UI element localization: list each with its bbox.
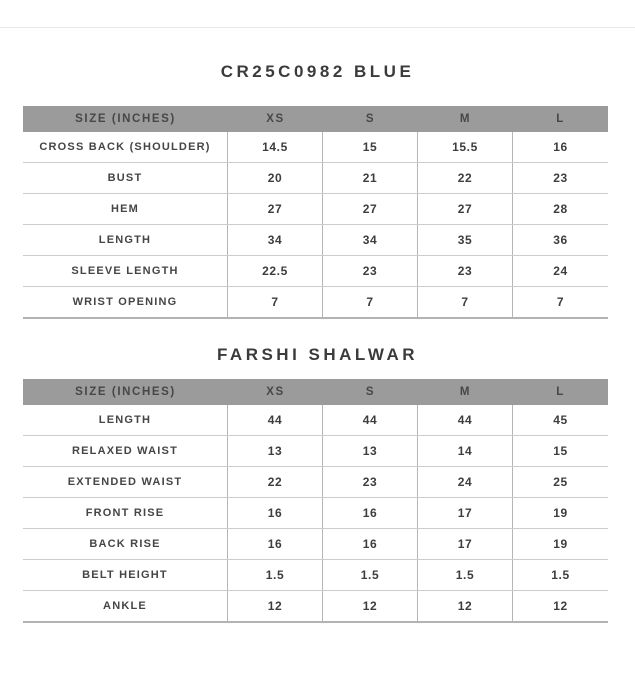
measurement-value: 17 — [418, 498, 513, 528]
table-row: BELT HEIGHT 1.5 1.5 1.5 1.5 — [23, 560, 608, 591]
measurement-label: CROSS BACK (SHOULDER) — [23, 132, 228, 162]
measurement-value: 14.5 — [228, 132, 323, 162]
size-table-farshi-shalwar: SIZE (INCHES) XS S M L LENGTH 44 44 44 45 RELAXED … — [23, 379, 608, 623]
header-size-s: S — [365, 386, 376, 398]
header-size-xs: XS — [266, 386, 285, 398]
measurement-label: HEM — [23, 194, 228, 224]
measurement-label: LENGTH — [23, 225, 228, 255]
measurement-value: 34 — [323, 225, 418, 255]
measurement-value: 44 — [323, 405, 418, 435]
measurement-value: 22 — [418, 163, 513, 193]
measurement-value: 25 — [553, 475, 568, 489]
measurement-label: ANKLE — [23, 591, 228, 621]
measurement-value: 19 — [553, 537, 568, 551]
table-header-row: SIZE (INCHES) XS S M L — [23, 106, 608, 132]
header-size-m: M — [459, 113, 472, 125]
measurement-label: BACK RISE — [23, 529, 228, 559]
measurement-value: 16 — [228, 529, 323, 559]
measurement-value: 27 — [228, 194, 323, 224]
measurement-value: 45 — [553, 413, 568, 427]
table-row: FRONT RISE 16 16 17 19 — [23, 498, 608, 529]
size-table-top-garment: SIZE (INCHES) XS S M L CROSS BACK (SHOULDER) 1… — [23, 106, 608, 319]
measurement-value: 1.5 — [323, 560, 418, 590]
measurement-value: 15.5 — [418, 132, 513, 162]
measurement-label: WRIST OPENING — [23, 287, 228, 317]
measurement-value: 16 — [323, 529, 418, 559]
measurement-value: 20 — [228, 163, 323, 193]
table-row: ANKLE 12 12 12 12 — [23, 591, 608, 621]
measurement-value: 7 — [228, 287, 323, 317]
measurement-value: 13 — [323, 436, 418, 466]
measurement-value: 12 — [553, 599, 568, 613]
measurement-value: 27 — [418, 194, 513, 224]
table-row: BACK RISE 16 16 17 19 — [23, 529, 608, 560]
measurement-label: BUST — [23, 163, 228, 193]
measurement-value: 24 — [553, 264, 568, 278]
measurement-value: 15 — [323, 132, 418, 162]
table-row: CROSS BACK (SHOULDER) 14.5 15 15.5 16 — [23, 132, 608, 163]
header-size-l: L — [556, 113, 565, 125]
measurement-value: 7 — [556, 295, 565, 309]
measurement-value: 1.5 — [228, 560, 323, 590]
header-size-l: L — [556, 386, 565, 398]
table-row: RELAXED WAIST 13 13 14 15 — [23, 436, 608, 467]
measurement-value: 16 — [228, 498, 323, 528]
measurement-value: 44 — [228, 405, 323, 435]
top-divider — [0, 0, 635, 28]
table-row: HEM 27 27 27 28 — [23, 194, 608, 225]
measurement-value: 1.5 — [551, 568, 570, 582]
table-row: SLEEVE LENGTH 22.5 23 23 24 — [23, 256, 608, 287]
header-size-inches: SIZE (INCHES) — [75, 386, 176, 398]
table-row: BUST 20 21 22 23 — [23, 163, 608, 194]
measurement-value: 16 — [323, 498, 418, 528]
header-size-xs: XS — [266, 113, 285, 125]
measurement-value: 16 — [553, 140, 568, 154]
header-size-s: S — [365, 113, 376, 125]
measurement-label: SLEEVE LENGTH — [23, 256, 228, 286]
measurement-value: 44 — [418, 405, 513, 435]
measurement-value: 24 — [418, 467, 513, 497]
measurement-label: BELT HEIGHT — [23, 560, 228, 590]
measurement-value: 17 — [418, 529, 513, 559]
measurement-value: 1.5 — [418, 560, 513, 590]
farshi-shalwar-title: FARSHI SHALWAR — [216, 345, 419, 364]
measurement-value: 7 — [418, 287, 513, 317]
measurement-value: 34 — [228, 225, 323, 255]
measurement-value: 12 — [418, 591, 513, 621]
measurement-value: 22.5 — [228, 256, 323, 286]
product-code-title: CR25C0982 BLUE — [220, 62, 415, 81]
measurement-value: 23 — [418, 256, 513, 286]
measurement-label: FRONT RISE — [23, 498, 228, 528]
measurement-value: 23 — [553, 171, 568, 185]
measurement-value: 21 — [323, 163, 418, 193]
measurement-value: 27 — [323, 194, 418, 224]
measurement-value: 35 — [418, 225, 513, 255]
measurement-value: 23 — [323, 467, 418, 497]
measurement-value: 14 — [418, 436, 513, 466]
measurement-value: 22 — [228, 467, 323, 497]
table-row: EXTENDED WAIST 22 23 24 25 — [23, 467, 608, 498]
header-size-m: M — [459, 386, 472, 398]
measurement-value: 12 — [228, 591, 323, 621]
measurement-value: 7 — [323, 287, 418, 317]
measurement-value: 15 — [553, 444, 568, 458]
table-header-row: SIZE (INCHES) XS S M L — [23, 379, 608, 405]
table-row: LENGTH 44 44 44 45 — [23, 405, 608, 436]
measurement-value: 36 — [553, 233, 568, 247]
measurement-label: RELAXED WAIST — [23, 436, 228, 466]
table-row: WRIST OPENING 7 7 7 7 — [23, 287, 608, 317]
measurement-value: 12 — [323, 591, 418, 621]
measurement-value: 28 — [553, 202, 568, 216]
header-size-inches: SIZE (INCHES) — [75, 113, 176, 125]
measurement-value: 23 — [323, 256, 418, 286]
table-row: LENGTH 34 34 35 36 — [23, 225, 608, 256]
measurement-label: LENGTH — [23, 405, 228, 435]
measurement-label: EXTENDED WAIST — [23, 467, 228, 497]
measurement-value: 19 — [553, 506, 568, 520]
measurement-value: 13 — [228, 436, 323, 466]
